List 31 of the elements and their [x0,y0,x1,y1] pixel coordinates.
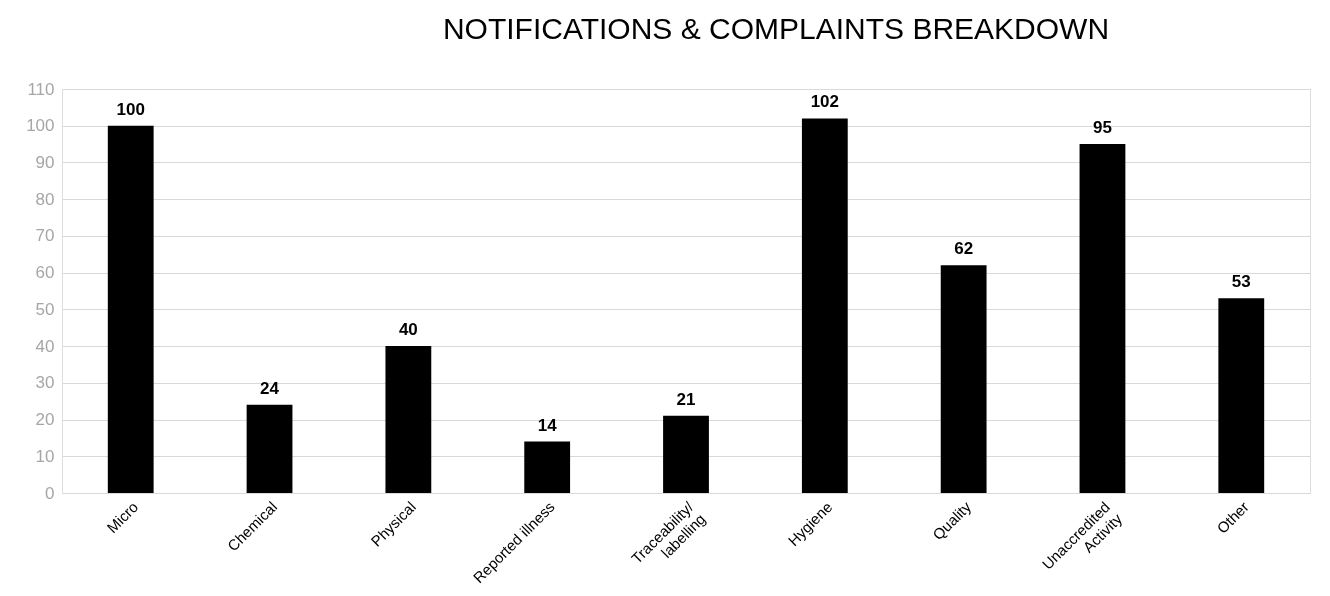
bar [385,346,432,493]
bar [663,415,709,493]
bar [107,125,154,493]
bar [1079,144,1126,493]
data-label: 40 [398,320,418,340]
y-tick-label: 100 [26,116,55,136]
y-tick-label: 70 [35,226,55,246]
y-tick-label: 90 [35,152,55,172]
y-tick-label: 110 [27,79,55,99]
y-tick-label: 10 [35,446,55,466]
data-label: 53 [1231,272,1251,292]
data-label: 24 [260,378,280,398]
y-tick-label: 30 [35,373,55,393]
data-label: 100 [116,99,145,119]
chart-title: NOTIFICATIONS & COMPLAINTS BREAKDOWN [442,12,1110,45]
y-tick-label: 80 [35,189,55,209]
bar [801,118,848,493]
y-tick-label: 60 [35,263,55,283]
data-label: 102 [810,92,840,112]
data-label: 62 [954,239,974,259]
y-tick-label: 40 [35,336,55,356]
y-tick-label: 20 [35,410,55,430]
y-tick-label: 0 [45,483,55,503]
bar [524,441,571,493]
data-label: 21 [676,389,696,409]
bar [1218,298,1265,493]
bar [940,265,987,493]
data-label: 95 [1093,118,1112,138]
y-tick-label: 50 [35,299,55,319]
bar [246,404,293,493]
data-label: 14 [537,415,558,435]
